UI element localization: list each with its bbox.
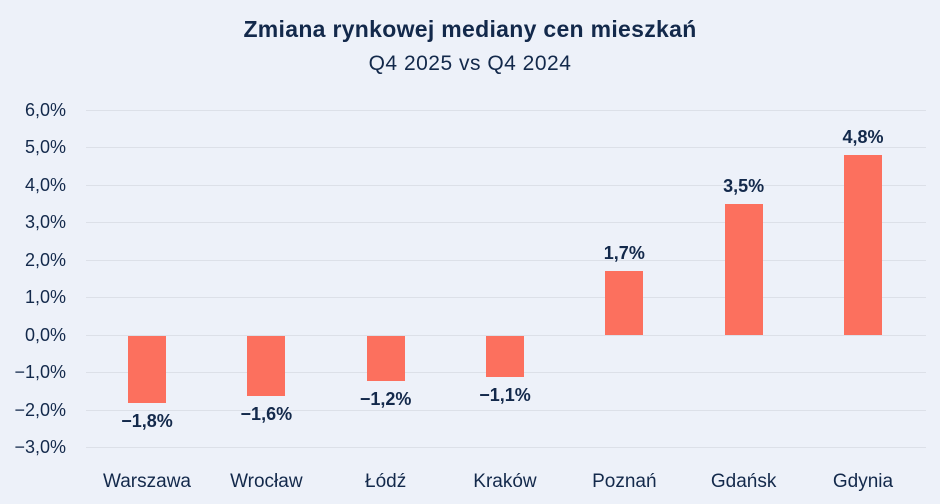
y-tick-label: −2,0% (14, 399, 66, 420)
bar-value-label: −1,1% (479, 384, 531, 405)
gridline (86, 334, 926, 336)
chart-subtitle: Q4 2025 vs Q4 2024 (368, 52, 572, 75)
bar-value-label: 4,8% (842, 126, 884, 147)
gridline (86, 259, 926, 261)
x-tick-label: Gdynia (832, 471, 894, 492)
bar-value-label: −1,6% (240, 403, 293, 424)
gridline (86, 147, 926, 149)
y-tick-label: 5,0% (24, 137, 66, 158)
bar-warszawa (128, 335, 166, 404)
y-tick-label: −1,0% (14, 362, 66, 383)
bar-kraków (485, 335, 524, 377)
bar-wrocław (247, 335, 286, 396)
y-tick-label: −3,0% (14, 437, 66, 457)
bar-gdańsk (724, 203, 763, 335)
x-tick-label: Gdańsk (710, 471, 777, 492)
gridline (86, 409, 926, 411)
chart-title: Zmiana rynkowej mediany cen mieszkań (243, 16, 697, 42)
y-tick-label: 3,0% (24, 212, 66, 233)
y-axis: 6,0% 5,0% 4,0% 3,0% 2,0% 1,0% 0,0% −1,0% −2,0% −3… (0, 100, 66, 457)
y-tick-label: 0,0% (24, 324, 66, 345)
x-axis: Warszawa Wrocław Łódź Kraków Poznań Gdańsk Gdy… (86, 470, 926, 498)
y-tick-label: 4,0% (24, 174, 66, 195)
bar-łódź (366, 335, 405, 381)
x-tick-label: Łódź (365, 471, 407, 492)
plot-area: −1,8% −1,6% −1,2% −1,1% 1,7% 3,5% 4,8% (86, 110, 926, 448)
y-tick-label: 2,0% (24, 249, 66, 270)
bar-value-label: 3,5% (723, 175, 765, 196)
bar-value-label: −1,8% (121, 411, 173, 432)
bar-poznań (605, 271, 644, 335)
bar-gdynia (843, 154, 882, 335)
x-tick-label: Warszawa (103, 471, 191, 492)
gridline (86, 447, 926, 448)
y-tick-label: 6,0% (24, 100, 66, 120)
gridline (86, 222, 926, 224)
gridline (86, 297, 926, 299)
y-tick-label: 1,0% (24, 287, 66, 308)
x-tick-label: Wrocław (230, 471, 303, 492)
x-tick-label: Poznań (592, 471, 657, 492)
bar-value-label: −1,2% (359, 388, 412, 409)
gridline (86, 184, 926, 186)
x-tick-label: Kraków (473, 471, 537, 492)
bar-value-label: 1,7% (603, 243, 645, 263)
gridline (86, 110, 926, 111)
